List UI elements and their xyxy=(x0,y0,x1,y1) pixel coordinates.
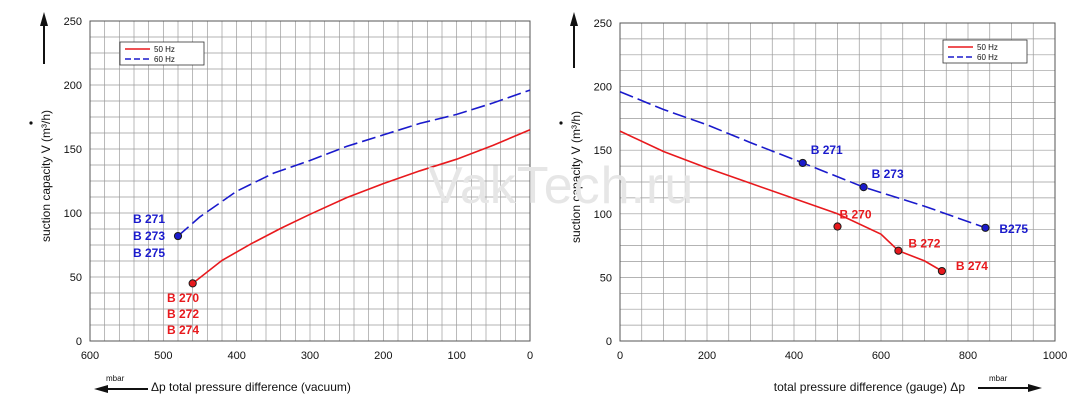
x-tick-label: 200 xyxy=(374,350,392,362)
legend-label: 60 Hz xyxy=(154,55,175,64)
left-x-axis-title: mbar Δp total pressure difference (vacuum… xyxy=(94,374,351,394)
model-label: B 271 xyxy=(133,212,165,226)
model-label: B 274 xyxy=(167,323,199,337)
y-axis-arrowhead xyxy=(40,12,48,26)
y-tick-label: 150 xyxy=(64,144,82,156)
y-tick-label: 0 xyxy=(76,336,82,348)
x-tick-label: 800 xyxy=(959,350,977,362)
model-labels: B 271 B 273 B 275 B 270 B 272 B 274 xyxy=(133,212,199,337)
series-line-50hz xyxy=(619,130,943,272)
x-axis-title: total pressure difference (gauge) Δp xyxy=(774,380,966,394)
x-tick-label: 600 xyxy=(872,350,890,362)
data-point xyxy=(833,222,842,231)
y-tick-label: 200 xyxy=(64,80,82,92)
y-tick-label: 0 xyxy=(606,336,612,348)
model-label: B 273 xyxy=(133,229,165,243)
x-tick-label: 600 xyxy=(81,350,99,362)
legend-box xyxy=(119,41,205,66)
series-line-60hz xyxy=(177,89,531,237)
data-point xyxy=(937,266,947,276)
data-point xyxy=(188,279,197,288)
y-tick-label: 50 xyxy=(600,272,612,284)
chart-1: 600 500 400 300 200 100 0 0 50 100 150 200 250 50 Hz6… xyxy=(29,12,533,362)
y-axis-title: suction capacity V (m³/h) xyxy=(569,111,583,243)
y-axis-title: suction capacity V (m³/h) xyxy=(39,110,53,242)
y-axis-dot xyxy=(559,121,563,125)
data-point xyxy=(894,246,903,255)
data-point xyxy=(981,223,990,232)
x-tick-label: 0 xyxy=(617,350,623,362)
series-line-60hz xyxy=(619,90,986,229)
grid xyxy=(90,21,530,341)
data-point xyxy=(798,158,807,168)
point-label: B 272 xyxy=(908,237,940,251)
y-tick-label: 200 xyxy=(594,82,612,94)
x-tick-label: 1000 xyxy=(1043,350,1067,362)
legend-box xyxy=(942,39,1028,64)
model-label: B 275 xyxy=(133,246,165,260)
data-point xyxy=(859,182,868,192)
x-tick-label: 400 xyxy=(785,350,803,362)
x-tick-label: 0 xyxy=(527,350,533,362)
legend-label: 50 Hz xyxy=(154,45,175,54)
x-tick-label: 100 xyxy=(447,350,465,362)
x-tick-label: 200 xyxy=(698,350,716,362)
series-line-50hz xyxy=(192,129,531,285)
y-axis-arrowhead xyxy=(570,12,578,26)
y-tick-label: 100 xyxy=(594,209,612,221)
chart-2: 0 200 400 600 800 1000 0 50 100 150 200 250 50 Hz60 … xyxy=(559,12,1067,362)
point-label: B275 xyxy=(999,222,1028,236)
y-tick-label: 250 xyxy=(594,18,612,30)
x-unit-label: mbar xyxy=(106,374,125,383)
right-x-axis-title: total pressure difference (gauge) Δp mbar xyxy=(774,374,1042,394)
point-label: B 270 xyxy=(840,208,872,222)
x-tick-label: 300 xyxy=(301,350,319,362)
x-axis-arrowhead xyxy=(1028,384,1042,392)
point-label: B 273 xyxy=(872,167,904,181)
x-tick-label: 500 xyxy=(154,350,172,362)
y-tick-label: 150 xyxy=(594,145,612,157)
x-tick-label: 400 xyxy=(227,350,245,362)
data-point xyxy=(173,231,183,241)
plot-frame xyxy=(89,20,531,342)
y-tick-label: 100 xyxy=(64,208,82,220)
y-tick-label: 250 xyxy=(64,16,82,28)
model-label: B 272 xyxy=(167,307,199,321)
x-axis-arrowhead xyxy=(94,385,108,393)
plot-frame xyxy=(619,22,1056,342)
y-axis-dot xyxy=(29,121,33,125)
x-axis-title: Δp total pressure difference (vacuum) xyxy=(151,380,351,394)
point-labels: B 271 B 273 B275 B 270 B 272 B 274 xyxy=(811,143,1029,273)
legend-label: 50 Hz xyxy=(977,43,998,52)
x-unit-label: mbar xyxy=(989,374,1008,383)
model-label: B 270 xyxy=(167,291,199,305)
watermark: VakTech.ru xyxy=(428,157,694,215)
y-tick-label: 50 xyxy=(70,272,82,284)
point-label: B 274 xyxy=(956,259,988,273)
point-label: B 271 xyxy=(811,143,843,157)
legend-label: 60 Hz xyxy=(977,53,998,62)
